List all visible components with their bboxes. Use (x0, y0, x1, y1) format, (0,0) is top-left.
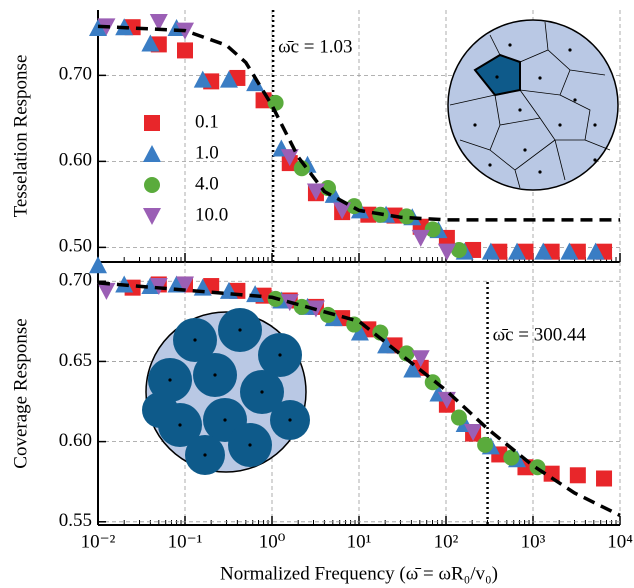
marker (586, 242, 605, 260)
legend-label: 0.1 (195, 111, 219, 132)
marker (377, 336, 396, 354)
marker (280, 149, 299, 167)
marker (143, 208, 161, 225)
x-tick-label: 10⁻¹ (168, 531, 203, 552)
marker (398, 345, 415, 362)
marker (97, 282, 116, 300)
legend-label: 4.0 (195, 173, 219, 194)
y-axis-label: Coverage Response (10, 318, 31, 468)
x-tick-label: 10¹ (347, 531, 372, 552)
marker (267, 94, 284, 111)
x-tick-label: 10³ (521, 531, 546, 552)
marker (141, 34, 160, 52)
marker (424, 221, 441, 238)
marker (534, 242, 553, 260)
marker (144, 177, 160, 193)
y-axis-label: Tesselation Response (10, 55, 31, 218)
marker (560, 242, 579, 260)
marker (477, 436, 494, 453)
y-tick-label: 0.70 (59, 64, 92, 85)
marker (89, 256, 107, 274)
marker (411, 229, 430, 247)
marker (177, 42, 193, 59)
marker (450, 409, 467, 426)
marker (176, 276, 194, 294)
critical-label: ω̄c = 1.03 (278, 36, 352, 57)
marker (193, 70, 212, 88)
x-tick-label: 10⁻² (81, 531, 116, 552)
marker (398, 208, 415, 225)
legend-label: 1.0 (195, 142, 219, 163)
marker (503, 449, 520, 466)
marker (424, 374, 441, 391)
marker (141, 277, 160, 295)
marker (144, 115, 160, 131)
marker (411, 350, 430, 368)
marker (464, 423, 483, 441)
y-tick-label: 0.55 (59, 510, 92, 531)
marker (149, 14, 168, 32)
marker (508, 242, 527, 260)
fit-line (97, 281, 621, 517)
marker (437, 243, 456, 261)
x-tick-label: 10⁰ (259, 531, 286, 552)
x-axis-label: Normalized Frequency (ω̄ = ωR₀/v₀) (220, 563, 498, 584)
legend-label: 10.0 (195, 204, 228, 225)
marker (569, 467, 586, 484)
y-tick-label: 0.70 (59, 270, 92, 291)
y-tick-label: 0.60 (59, 430, 92, 451)
y-tick-label: 0.50 (59, 236, 92, 257)
y-tick-label: 0.65 (59, 350, 92, 371)
y-tick-label: 0.60 (59, 150, 92, 171)
critical-label: ω̄c = 300.44 (493, 324, 587, 345)
fit-line (97, 24, 620, 222)
marker (246, 74, 265, 92)
voronoi-inset (447, 19, 619, 191)
marker (333, 202, 352, 220)
marker (350, 323, 369, 341)
marker (481, 242, 500, 260)
x-tick-label: 10² (434, 531, 459, 552)
x-tick-label: 10⁴ (607, 531, 633, 552)
marker (450, 241, 467, 258)
marker (543, 465, 560, 482)
marker (143, 145, 161, 162)
marker (306, 183, 325, 201)
marker (596, 470, 613, 487)
marker (403, 360, 422, 378)
marker (219, 70, 238, 88)
